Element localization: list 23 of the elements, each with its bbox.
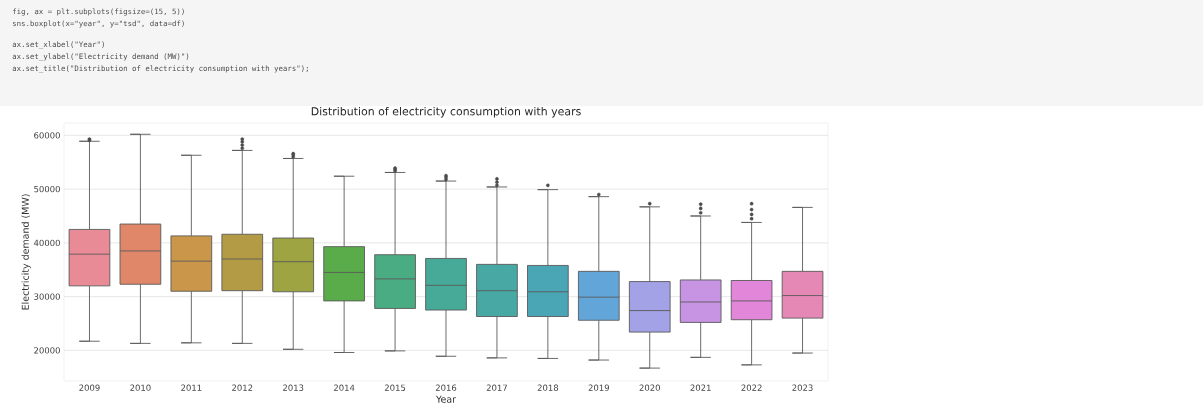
x-tick-label: 2020: [639, 384, 660, 391]
x-tick-label: 2011: [181, 384, 202, 391]
x-tick-label: 2012: [232, 384, 253, 391]
y-tick-label: 30000: [34, 293, 60, 300]
x-tick-label: 2017: [486, 384, 507, 391]
y-axis-title: Electricity demand (MW): [21, 194, 31, 310]
x-tick-label: 2021: [690, 384, 711, 391]
y-tick-label: 40000: [33, 239, 60, 247]
x-tick-label: 2009: [79, 384, 100, 391]
y-tick-label: 60000: [34, 132, 60, 139]
x-tick-label: 2023: [792, 384, 813, 391]
x-axis-title: Year: [435, 395, 457, 403]
x-tick-label: 2022: [741, 384, 762, 391]
x-tick-label: 2015: [384, 384, 406, 391]
x-tick-label: 2019: [588, 384, 609, 391]
y-tick-label: 20000: [34, 347, 60, 354]
x-tick-label: 2016: [435, 384, 457, 391]
x-tick-label: 2014: [333, 384, 355, 391]
x-tick-label: 2018: [537, 384, 559, 391]
x-tick-label: 2010: [130, 384, 151, 391]
x-tick-label: 2013: [283, 384, 304, 391]
y-tick-label: 50000: [34, 185, 60, 193]
chart-title: Distribution of electricity consumption with years: [311, 106, 581, 118]
